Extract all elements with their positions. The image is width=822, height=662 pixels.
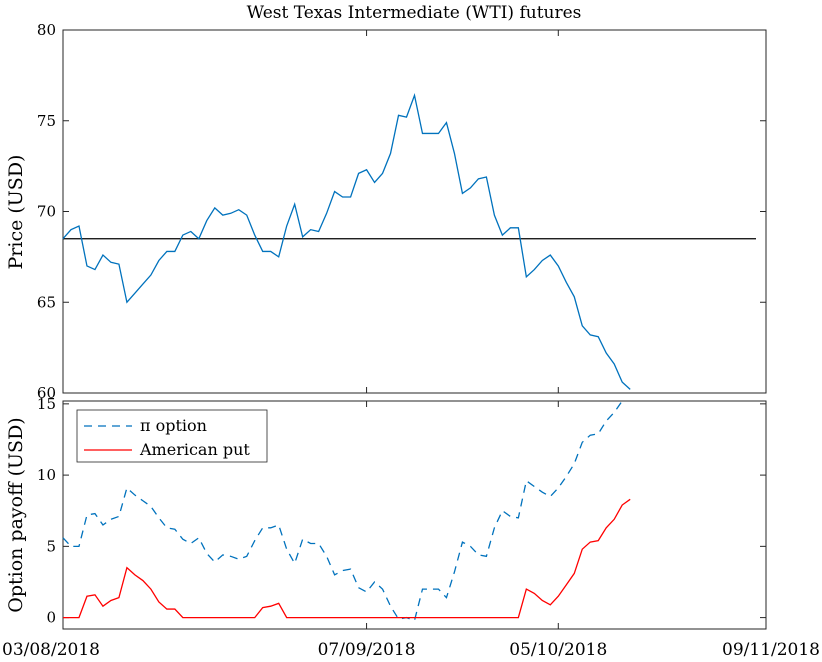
date-x-tick-label: 07/09/2018 <box>318 640 416 660</box>
price-y-tick-label: 60 <box>37 384 56 402</box>
price-y-tick-label: 75 <box>37 112 56 130</box>
payoff-y-ticks: 0 5 10 15 <box>37 395 766 627</box>
date-x-tick-label: 05/10/2018 <box>509 640 607 660</box>
payoff-y-tick-label: 10 <box>37 466 56 484</box>
date-x-ticks: 03/08/2018 07/09/2018 05/10/2018 09/11/2018 <box>2 401 820 660</box>
payoff-y-tick-label: 5 <box>46 537 56 555</box>
chart-title: West Texas Intermediate (WTI) futures <box>247 3 582 23</box>
payoff-y-tick-label: 15 <box>37 395 56 413</box>
price-y-tick-label: 70 <box>37 203 56 221</box>
pi-option-series-line <box>62 400 623 622</box>
price-panel-axes-box <box>62 29 767 394</box>
legend-pi-option-label: π option <box>140 416 207 435</box>
payoff-y-tick-label: 0 <box>46 609 56 627</box>
date-x-tick-label: 03/08/2018 <box>2 640 100 660</box>
price-y-ticks: 60 65 70 75 80 <box>37 21 767 402</box>
price-axis-label: Price (USD) <box>5 155 27 270</box>
price-series-line <box>62 92 631 390</box>
price-panel: West Texas Intermediate (WTI) futures Pr… <box>5 3 767 402</box>
payoff-axis-label: Option payoff (USD) <box>5 417 27 612</box>
payoff-panel: Option payoff (USD) 0 5 10 15 03/08/2018 07/… <box>2 395 820 660</box>
date-x-tick-label: 09/11/2018 <box>722 640 820 660</box>
price-y-tick-label: 80 <box>37 21 56 39</box>
legend: π option American put <box>76 409 268 463</box>
legend-american-put-label: American put <box>139 440 250 459</box>
american-put-series-line <box>63 498 631 619</box>
price-y-tick-label: 65 <box>37 293 56 311</box>
legend-box <box>76 409 268 463</box>
